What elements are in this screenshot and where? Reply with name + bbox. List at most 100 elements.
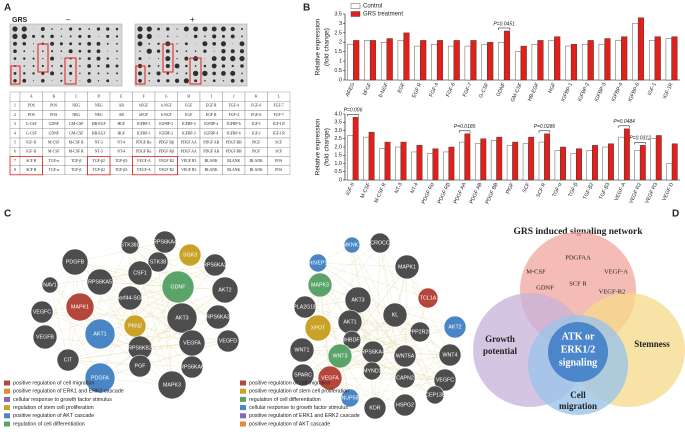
y-tick-label: 0.5: [334, 68, 342, 74]
x-tick-label: IGFBP-4: [610, 82, 624, 103]
blot-spot: [21, 26, 27, 32]
x-tick-label: IGFBP-1: [560, 82, 574, 103]
bar: [411, 151, 417, 181]
network-edge: [99, 264, 216, 283]
x-tick-label: FGF-7: [462, 82, 474, 98]
bar: [665, 38, 672, 81]
table-text: SCF: [275, 150, 282, 154]
blot-spot: [157, 65, 160, 67]
bar: [453, 40, 460, 81]
node-label: VEGFC: [33, 309, 51, 315]
highlight-box: [162, 43, 174, 73]
network-edge: [129, 297, 173, 386]
y-tick-label: 1: [339, 59, 342, 65]
blot-spot: [96, 27, 101, 31]
network-node: [293, 295, 317, 319]
network-node: [127, 260, 153, 286]
legend-label: positive regulation of ERK1 and ERK2 cas…: [249, 413, 360, 419]
bar: [347, 135, 354, 181]
bar: [464, 45, 471, 81]
node-label: VEGFA: [321, 375, 339, 381]
blot-spot: [212, 79, 216, 83]
table-text: EGF R: [206, 104, 217, 108]
highlight-box: [37, 43, 49, 73]
table-text: PDGF AA: [181, 140, 197, 144]
bar: [654, 36, 661, 81]
x-tick-label: EGF R: [411, 82, 423, 99]
table-text: BLANK: [227, 159, 240, 163]
network-node: [157, 370, 187, 400]
blot-spot: [183, 78, 189, 84]
blot-spot: [32, 57, 35, 60]
legend-label: positive regulation of AKT cascade: [249, 421, 330, 427]
bar: [481, 43, 488, 81]
node-label: AKT3: [351, 297, 364, 303]
legend-label: positive regulation of AKT cascade: [13, 413, 94, 419]
network-edge: [317, 262, 429, 299]
table-text: D: [97, 94, 100, 98]
table-text: bFGF: [139, 104, 148, 108]
blot-spot: [116, 50, 118, 52]
blot-spot: [174, 78, 180, 83]
blot-spot: [202, 70, 208, 77]
network-node: [307, 272, 333, 298]
bar: [427, 153, 433, 181]
blot-spot: [148, 80, 150, 82]
blot-spot: [12, 33, 18, 40]
node-label: AKT2: [448, 324, 461, 330]
p-value: P=0.0484: [613, 119, 635, 125]
table-text: BLANK: [250, 168, 263, 172]
table-text: IGF-I R: [273, 131, 286, 135]
blot-spot: [96, 49, 101, 54]
table-text: 2: [14, 113, 16, 117]
table-text: IGFBP-3: [182, 131, 196, 135]
network-edge: [302, 331, 421, 376]
legend-swatch: [240, 405, 246, 411]
node-label: ZMYND11: [360, 368, 384, 374]
bar: [447, 45, 455, 81]
significance-bracket: [498, 27, 511, 30]
node-label: MAPK1: [398, 264, 416, 270]
bar: [655, 135, 662, 181]
network-edge: [339, 355, 446, 381]
bar: [474, 143, 481, 181]
factor-label: M-CSF: [526, 268, 546, 275]
blot-spot: [186, 36, 187, 37]
network-node: [61, 248, 89, 276]
blot-spot: [106, 27, 110, 31]
blot-spot: [13, 79, 17, 83]
blot-spot: [115, 35, 119, 38]
network-edge: [404, 326, 456, 406]
node-label: NAV1: [43, 282, 56, 288]
network-node: [417, 287, 439, 309]
blot-spot: [221, 71, 226, 76]
table-text: BLANK: [227, 168, 240, 172]
table-text: VEGF R3: [181, 159, 196, 163]
bar: [548, 40, 555, 81]
bar: [565, 45, 572, 81]
blot-spot: [137, 26, 143, 32]
table-text: I: [211, 94, 213, 98]
table-text: FGF-4: [229, 104, 239, 108]
blot-spot: [156, 71, 161, 76]
blot-spot: [51, 65, 53, 67]
node-label: WNT5A: [396, 353, 415, 359]
bar: [414, 45, 421, 81]
x-tick-label: VEGF D: [661, 182, 675, 202]
network-node: [342, 330, 362, 350]
legend-swatch: [240, 413, 246, 419]
node-label: SPARC: [294, 372, 312, 378]
y-tick-label: 1.0: [334, 161, 342, 167]
node-label: CSF1: [133, 270, 147, 276]
bar: [363, 136, 370, 181]
node-label: GDNF: [170, 284, 186, 290]
table-text: BLANK: [205, 168, 218, 172]
table-text: IGFBP-3: [182, 122, 196, 126]
legend-swatch: [240, 388, 246, 394]
network-node: [56, 348, 80, 372]
blot-spot: [240, 64, 244, 68]
blot-spot: [33, 28, 34, 30]
table-text: IGFBP-1: [137, 122, 151, 126]
network-edge: [44, 261, 76, 338]
region-label: Cell: [570, 390, 586, 400]
